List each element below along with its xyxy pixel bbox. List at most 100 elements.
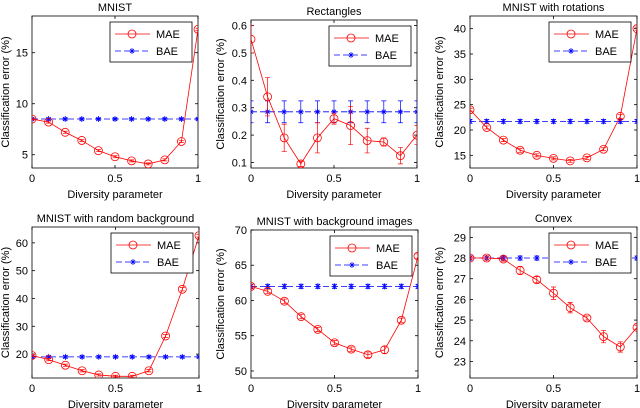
y-axis-label: Classification error (%)	[0, 247, 12, 358]
error-bar	[500, 256, 506, 262]
y-tick-label: 15	[454, 150, 466, 162]
data-point-BAE	[533, 118, 540, 125]
data-point-MAE	[127, 371, 137, 378]
data-point-MAE	[60, 127, 70, 137]
error-bar	[551, 156, 556, 161]
x-tick-label: 0	[29, 173, 35, 185]
plot-area	[32, 231, 199, 378]
data-point-BAE	[178, 116, 185, 123]
x-axis-label: Diversity parameter	[506, 189, 602, 201]
data-point-MAE	[44, 117, 53, 127]
x-tick-label: 1	[634, 173, 640, 185]
chart-title: MNIST	[98, 2, 133, 14]
x-tick-label: 0.5	[546, 173, 561, 185]
y-axis-label: Classification error (%)	[0, 36, 12, 147]
data-point-MAE	[632, 322, 637, 332]
subplot-5: Convex Diversity parameter Classification …	[434, 213, 640, 408]
plot-area	[251, 25, 417, 168]
legend-marker	[349, 262, 355, 268]
legend-box	[329, 235, 413, 277]
data-point-BAE	[550, 118, 557, 125]
error-bar	[179, 287, 185, 292]
chart-title: MNIST with rotations	[503, 2, 605, 14]
error-bar	[251, 283, 254, 289]
data-point-MAE	[379, 137, 389, 147]
error-bar	[95, 149, 101, 153]
chart-title: Rectangles	[306, 6, 362, 18]
subplot-3: MNIST with random background Diversity pa…	[0, 213, 202, 408]
legend-marker	[566, 29, 576, 39]
error-bar	[251, 25, 254, 54]
data-point-MAE	[176, 137, 186, 146]
x-tick-label: 0	[467, 173, 473, 185]
data-point-MAE	[251, 281, 256, 291]
data-point-MAE	[329, 114, 339, 124]
y-tick-label: 55	[235, 331, 247, 343]
data-point-MAE	[313, 324, 323, 334]
error-bar	[567, 159, 573, 163]
legend-label: BAE	[376, 260, 398, 272]
legend-label: BAE	[595, 46, 617, 58]
legend-label: MAE	[595, 29, 619, 41]
error-bar	[567, 302, 573, 314]
data-point-BAE	[62, 353, 69, 360]
data-point-MAE	[565, 156, 575, 166]
plot-area	[32, 24, 198, 168]
data-point-BAE	[79, 353, 86, 360]
error-bar	[62, 363, 68, 367]
legend-box	[110, 232, 194, 274]
legend-marker	[347, 243, 357, 253]
error-bar	[617, 341, 623, 353]
error-bar	[162, 158, 168, 162]
error-bar	[315, 326, 321, 332]
data-point-BAE	[500, 118, 507, 125]
data-point-MAE	[111, 371, 120, 378]
x-axis-label: Diversity parameter	[68, 399, 164, 408]
error-bar	[46, 120, 52, 124]
data-point-BAE	[533, 255, 540, 262]
subplot-2: MNIST with rotations Diversity parameter C…	[434, 2, 640, 201]
legend-marker	[127, 29, 137, 39]
data-point-BAE	[145, 353, 152, 360]
x-tick-label: 1	[415, 383, 421, 395]
error-bar	[32, 117, 35, 121]
error-bar	[470, 107, 473, 112]
data-point-MAE	[127, 156, 137, 166]
legend-label: BAE	[156, 46, 178, 58]
data-point-BAE	[129, 353, 136, 360]
error-bar	[500, 138, 506, 143]
y-tick-label: 60	[235, 295, 247, 307]
data-point-BAE	[281, 108, 288, 115]
data-point-MAE	[161, 331, 171, 341]
x-tick-label: 0	[248, 383, 254, 395]
data-point-BAE	[364, 108, 371, 115]
data-point-BAE	[112, 353, 119, 360]
data-point-BAE	[78, 116, 85, 123]
data-point-BAE	[517, 118, 524, 125]
error-bar	[517, 147, 523, 153]
legend-marker	[128, 240, 138, 250]
data-point-MAE	[395, 151, 405, 161]
y-tick-label: 30	[16, 321, 28, 333]
y-tick-label: 28	[454, 253, 466, 265]
legend-label: BAE	[595, 257, 617, 269]
y-tick-label: 50	[16, 266, 28, 278]
plot-area	[470, 24, 637, 166]
error-bar	[414, 125, 417, 146]
data-point-BAE	[517, 255, 524, 262]
legend: MAE BAE	[109, 21, 193, 63]
error-bar	[584, 315, 590, 321]
data-point-MAE	[363, 350, 373, 360]
data-point-BAE	[397, 108, 404, 115]
y-tick-label: 60	[16, 238, 28, 250]
y-tick-label: 0.3	[232, 103, 247, 115]
y-tick-label: 0.5	[232, 48, 247, 60]
legend-label: MAE	[595, 240, 619, 252]
x-tick-label: 0.5	[108, 383, 123, 395]
data-point-MAE	[312, 133, 322, 143]
y-tick-label: 70	[235, 225, 247, 237]
data-point-MAE	[32, 351, 37, 360]
error-bar	[145, 162, 151, 166]
data-point-MAE	[61, 360, 70, 370]
